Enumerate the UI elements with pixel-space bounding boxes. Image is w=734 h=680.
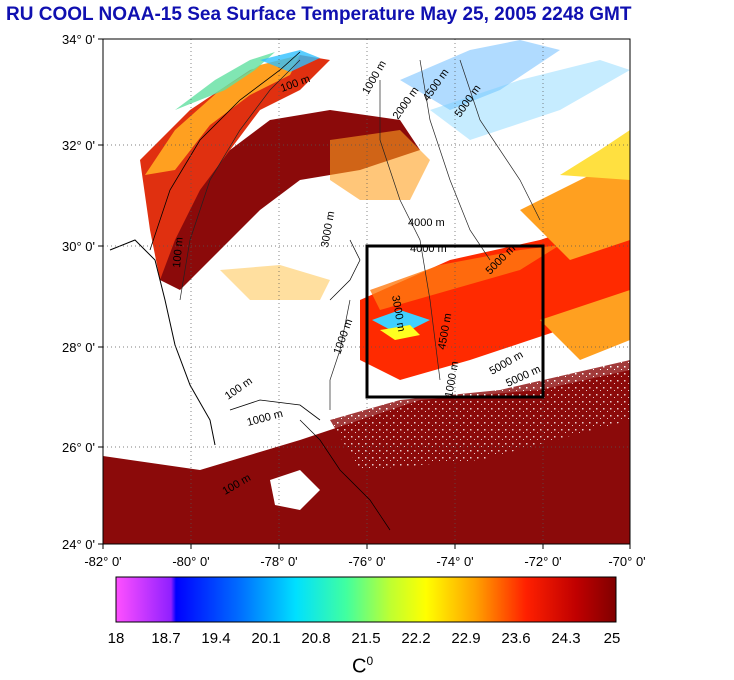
latitude-labels: 34° 0' 32° 0' 30° 0' 28° 0' 26° 0' 24° 0… — [62, 32, 95, 552]
lon-tick-label: -72° 0' — [524, 554, 561, 569]
lat-tick-label: 24° 0' — [62, 537, 95, 552]
colorbar — [115, 576, 617, 623]
contour-label: 4000 m — [408, 217, 445, 229]
colorbar-tick-label: 18.7 — [151, 630, 181, 647]
colorbar-tick-label: 22.2 — [401, 630, 431, 647]
longitude-labels: -82° 0' -80° 0' -78° 0' -76° 0' -74° 0' … — [84, 554, 645, 569]
lat-tick-label: 30° 0' — [62, 239, 95, 254]
lat-tick-label: 28° 0' — [62, 340, 95, 355]
tick-marks — [98, 38, 631, 549]
lon-tick-label: -76° 0' — [348, 554, 385, 569]
lon-tick-label: -82° 0' — [84, 554, 121, 569]
colorbar-unit: C0 — [352, 654, 373, 679]
colorbar-tick-label: 21.5 — [351, 630, 381, 647]
colorbar-tick-label: 19.4 — [201, 630, 231, 647]
colorbar-tick-label: 22.9 — [451, 630, 481, 647]
lat-tick-label: 26° 0' — [62, 440, 95, 455]
lon-tick-label: -78° 0' — [260, 554, 297, 569]
lon-tick-label: -70° 0' — [608, 554, 645, 569]
colorbar-tick-label: 20.8 — [301, 630, 331, 647]
lat-tick-label: 34° 0' — [62, 32, 95, 47]
unit-superscript: 0 — [366, 654, 374, 668]
colorbar-tick-label: 25 — [603, 630, 621, 647]
lon-tick-label: -74° 0' — [436, 554, 473, 569]
contour-label: 100 m — [171, 237, 186, 269]
unit-base: C — [352, 655, 367, 678]
colorbar-tick-label: 20.1 — [251, 630, 281, 647]
colorbar-tick-label: 18 — [107, 630, 125, 647]
map-title: RU COOL NOAA-15 Sea Surface Temperature … — [6, 4, 632, 25]
colorbar-tick-label: 23.6 — [501, 630, 531, 647]
colorbar-tick-label: 24.3 — [551, 630, 581, 647]
lon-tick-label: -80° 0' — [172, 554, 209, 569]
study-area-box — [365, 244, 545, 399]
lat-tick-label: 32° 0' — [62, 138, 95, 153]
